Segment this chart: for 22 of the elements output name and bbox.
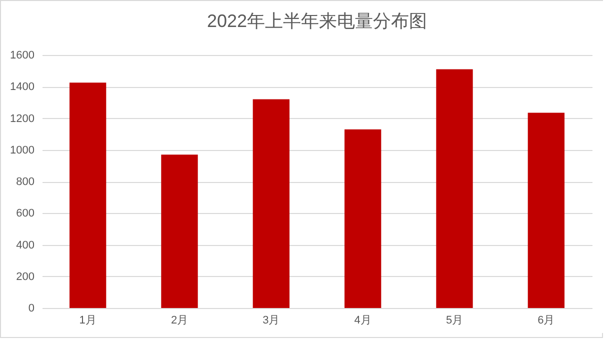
x-tick-label: 1月	[79, 314, 96, 326]
x-tick-label: 2月	[170, 314, 188, 326]
y-tick-label: 1200	[10, 112, 34, 125]
y-tick-label: 0	[28, 302, 34, 314]
bar	[70, 82, 106, 308]
bar	[161, 154, 198, 308]
y-tick-label: 1600	[10, 50, 34, 62]
bar	[436, 69, 473, 308]
y-tick-label: 1000	[10, 144, 34, 156]
y-tick-label: 800	[16, 176, 34, 188]
x-tick-label: 5月	[446, 314, 464, 326]
bar	[528, 112, 564, 308]
x-tick-label: 3月	[262, 314, 280, 326]
chart-title: 2022年上半年来电量分布图	[206, 11, 428, 31]
y-tick-label: 1400	[10, 81, 34, 94]
y-tick-label: 200	[16, 270, 34, 283]
y-tick-label: 400	[16, 239, 34, 252]
bar	[252, 99, 290, 308]
y-tick-label: 600	[16, 208, 34, 220]
bar	[344, 129, 382, 308]
x-tick-label: 4月	[354, 314, 372, 326]
x-tick-label: 6月	[538, 314, 555, 326]
